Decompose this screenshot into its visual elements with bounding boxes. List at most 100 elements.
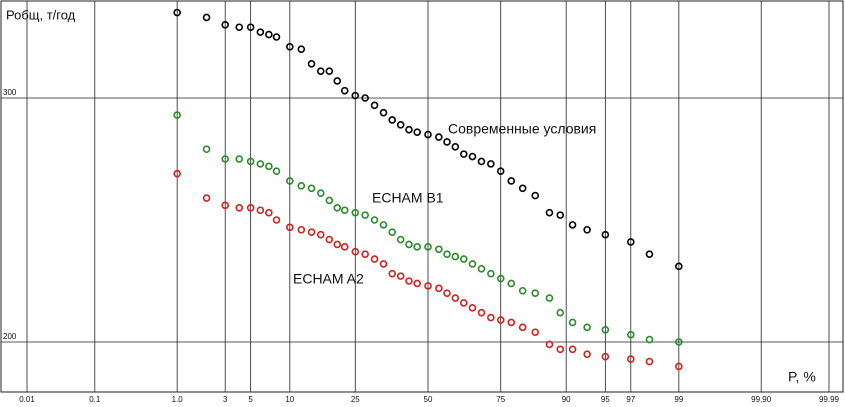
data-point [325,67,334,75]
data-point [675,338,683,346]
data-point [235,155,244,163]
data-point [626,355,635,363]
data-point [443,138,451,146]
data-point [333,204,342,212]
series-label: ECHAM A2 [293,271,364,287]
data-point [286,42,294,51]
data-point [221,201,230,210]
data-point [340,86,349,95]
data-point [477,308,486,317]
data-point [675,362,683,371]
data-point [496,274,505,283]
data-point [645,250,654,258]
data-point [487,269,495,278]
data-point [173,111,181,119]
data-point [246,204,255,212]
data-point [487,313,495,322]
data-point [601,230,610,239]
y-axis-label: Робщ, т/год [6,7,76,22]
series-label: Современные условия [448,121,596,137]
data-point [297,182,306,190]
data-point [370,101,379,110]
data-point [379,221,388,229]
x-tick-label: 99.99 [819,395,840,404]
data-point [265,30,273,39]
x-tick-label: 90 [562,395,571,404]
data-point [531,191,540,200]
plot-frame [0,0,844,393]
data-point [405,240,413,249]
data-point [361,94,369,102]
data-point [435,245,443,254]
data-point [518,323,527,332]
data-point [645,335,654,344]
data-point [413,128,421,136]
data-point [246,157,255,166]
data-point [388,116,397,124]
data-point [272,33,281,41]
data-point [545,340,554,349]
data-point [531,328,540,337]
data-point [435,133,443,141]
data-point [451,252,460,261]
data-point [379,260,388,268]
data-point [496,316,505,324]
data-point [388,269,397,278]
data-point [601,352,610,361]
data-point [583,350,591,359]
data-point [256,206,265,215]
x-tick-label: 25 [351,395,360,404]
data-point [459,255,468,263]
data-point [333,240,342,249]
data-point [272,167,281,175]
data-point [307,228,316,236]
data-point [507,279,516,288]
data-point [370,216,379,224]
data-point [645,357,654,366]
data-point [459,150,468,158]
data-point [487,160,495,168]
data-point [316,189,325,197]
data-point [468,304,477,312]
data-point [496,167,505,175]
data-point [468,260,477,268]
data-point [325,196,334,205]
data-point [316,67,325,75]
data-point [507,318,516,327]
data-point [202,13,211,22]
data-point [265,162,273,171]
data-point [396,235,405,244]
y-tick-label: 200 [3,332,17,341]
data-point [507,177,516,185]
data-point [556,308,565,317]
data-point [325,235,334,244]
data-point [568,221,577,229]
data-point [316,230,325,239]
data-point [518,286,527,295]
data-point [468,152,477,161]
data-point [388,228,397,236]
data-point [286,223,294,232]
data-point [451,143,460,151]
x-tick-label: 99.90 [751,395,772,404]
data-point [297,225,306,234]
data-point [370,255,379,263]
data-point [361,250,369,258]
data-point [202,194,211,202]
x-tick-label: 50 [424,395,433,404]
data-point [361,211,369,219]
data-point [351,208,360,217]
x-tick-label: 3 [223,395,228,404]
x-tick-label: 5 [248,395,253,404]
data-point [459,299,468,307]
data-point [413,243,421,251]
data-point [396,272,405,280]
data-point [424,130,432,139]
data-point [286,177,294,185]
data-point [583,225,591,234]
data-point [583,323,591,332]
data-point [379,108,388,117]
x-tick-label: 75 [496,395,505,404]
data-point [405,125,413,134]
